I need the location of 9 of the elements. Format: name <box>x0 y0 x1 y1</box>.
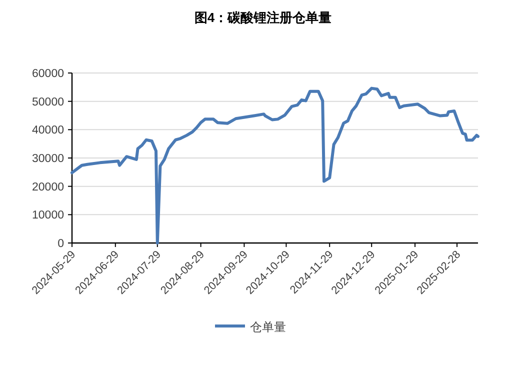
y-tick-label: 20000 <box>32 181 64 194</box>
y-tick-label: 50000 <box>32 96 64 108</box>
y-tick-label: 30000 <box>32 153 64 165</box>
legend-label: 仓单量 <box>250 320 286 334</box>
y-tick-label: 0 <box>58 238 64 250</box>
y-tick-label: 60000 <box>32 68 64 80</box>
y-tick-label: 10000 <box>32 210 64 222</box>
y-tick-label: 40000 <box>32 124 64 137</box>
chart-title: 图4：碳酸锂注册仓单量 <box>194 10 332 25</box>
